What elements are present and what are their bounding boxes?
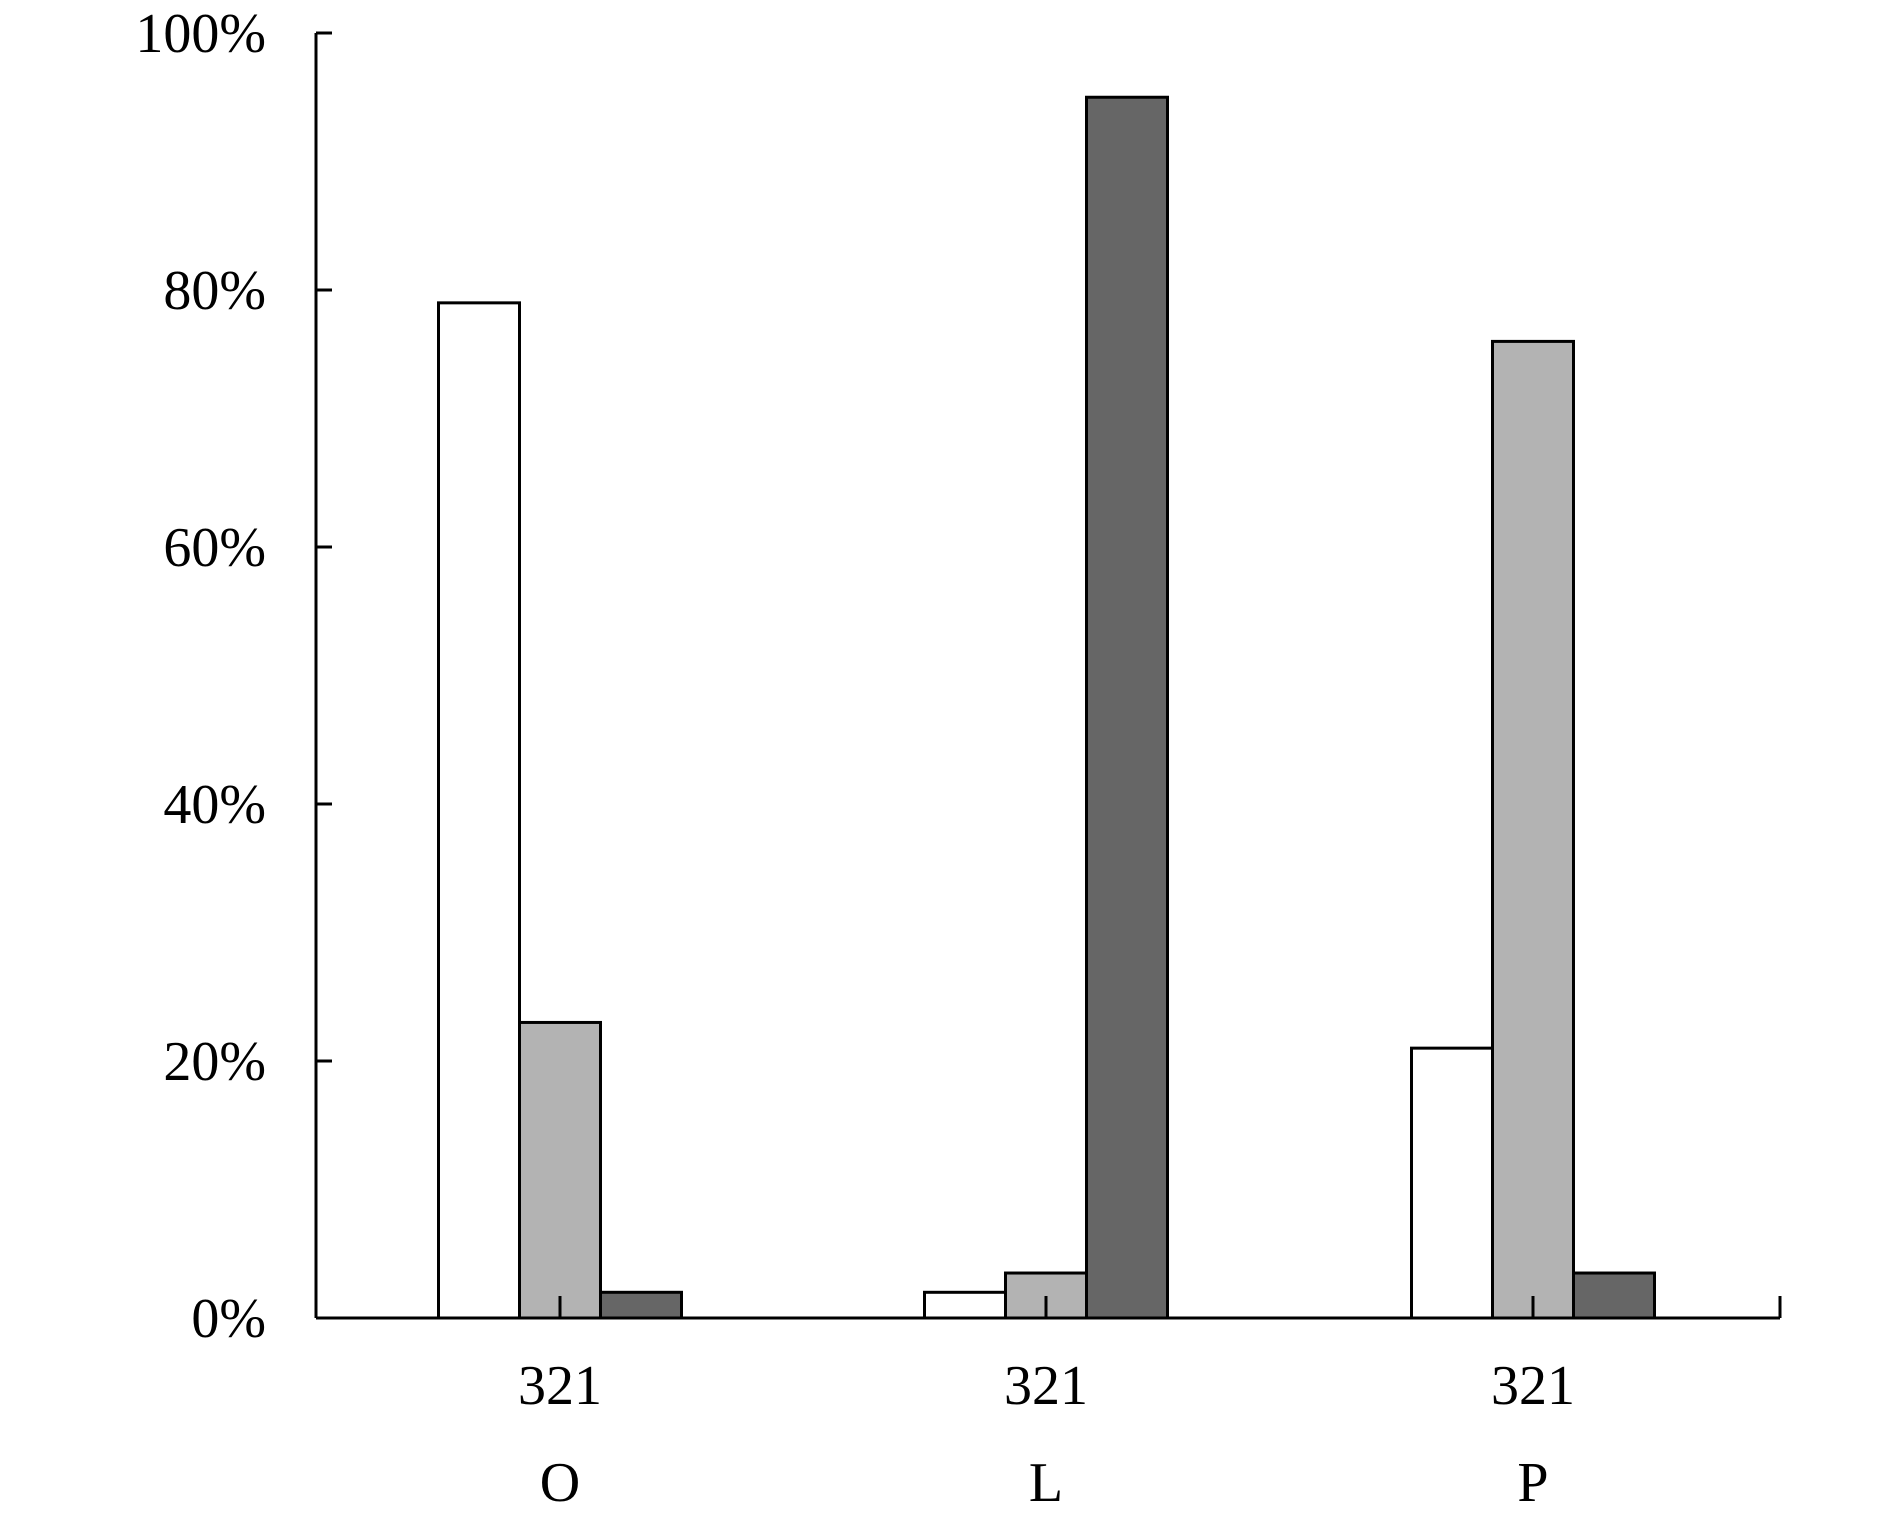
- x-sub-label: 321: [518, 1355, 602, 1417]
- y-tick-label: 20%: [163, 1031, 266, 1093]
- x-axis: 321 O 321 L 321 P: [316, 1296, 1782, 1514]
- bar-o-3: [599, 1290, 683, 1320]
- x-group-label: O: [540, 1452, 580, 1514]
- y-tick-label: 0%: [191, 1288, 266, 1350]
- bar-o-2: [518, 1020, 602, 1320]
- bar-p-2: [1491, 339, 1575, 1320]
- bar-l-3: [1085, 95, 1169, 1320]
- y-tick-label: 40%: [163, 774, 266, 836]
- y-tick-label: 80%: [163, 260, 266, 322]
- y-axis: 0% 20% 40% 60% 80% 100%: [135, 3, 332, 1350]
- x-group-label: L: [1029, 1452, 1063, 1514]
- x-group-label: P: [1517, 1452, 1548, 1514]
- bar-p-1: [1410, 1046, 1494, 1320]
- bar-p-3: [1572, 1271, 1656, 1320]
- bar-o-1: [437, 301, 521, 1320]
- y-tick-label: 100%: [135, 3, 266, 65]
- x-sub-label: 321: [1004, 1355, 1088, 1417]
- bar-l-1: [923, 1290, 1007, 1320]
- x-sub-label: 321: [1491, 1355, 1575, 1417]
- bars: [437, 95, 1656, 1320]
- y-tick-label: 60%: [163, 517, 266, 579]
